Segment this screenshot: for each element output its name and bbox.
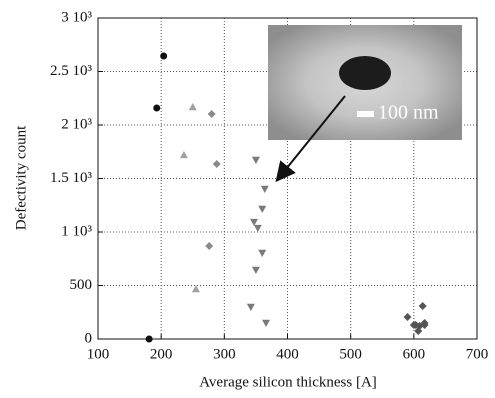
point (419, 302, 427, 310)
y-tick-label: 1 10³ (61, 223, 92, 239)
point (208, 110, 216, 118)
y-tick-label: 500 (70, 277, 93, 293)
x-tick-label: 400 (276, 346, 299, 362)
y-tick-label: 2 10³ (61, 116, 92, 132)
scale-label: 100 nm (378, 102, 439, 124)
x-tick-label: 600 (403, 346, 426, 362)
inset-defect (339, 56, 391, 90)
point (213, 160, 221, 168)
point (160, 52, 167, 59)
point (252, 157, 260, 164)
point (205, 242, 213, 250)
point (254, 225, 262, 232)
y-tick-label: 1.5 10³ (50, 170, 93, 186)
point (180, 151, 188, 158)
point (247, 304, 255, 311)
inset: 100 nm (268, 25, 462, 179)
y-tick-label: 2.5 10³ (50, 63, 93, 79)
point (262, 320, 270, 327)
y-tick-label: 0 (85, 330, 93, 346)
point (153, 104, 160, 111)
x-tick-label: 700 (466, 346, 489, 362)
point (192, 285, 200, 292)
point (258, 206, 266, 213)
point (189, 103, 197, 110)
y-axis-label: Defectivity count (13, 125, 29, 230)
scale-bar (357, 111, 374, 117)
x-tick-label: 300 (213, 346, 236, 362)
point (258, 250, 266, 257)
point (146, 336, 153, 343)
point (261, 186, 269, 193)
y-tick-label: 3 10³ (61, 9, 92, 25)
x-axis-label: Average silicon thickness [A] (199, 374, 377, 390)
chart: 0 500 1 10³ 1.5 10³ 2 10³ 2.5 10³ 3 10³ 100 200 3… (0, 0, 495, 398)
x-tick-label: 100 (87, 346, 110, 362)
x-tick-label: 500 (339, 346, 362, 362)
x-tick-label: 200 (150, 346, 173, 362)
point (252, 267, 260, 274)
point (404, 313, 412, 321)
